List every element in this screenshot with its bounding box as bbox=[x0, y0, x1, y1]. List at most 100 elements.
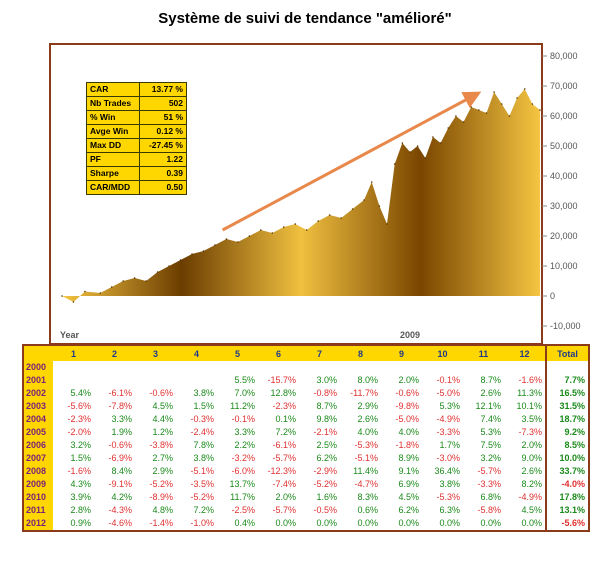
column-header: 12 bbox=[504, 345, 546, 361]
column-header: 5 bbox=[217, 345, 258, 361]
stats-row: % Win 51 % bbox=[86, 110, 187, 125]
month-cell: -1.6% bbox=[67, 466, 91, 476]
equity-point bbox=[401, 142, 404, 144]
month-cell: -0.6% bbox=[395, 388, 419, 398]
month-cell: -6.1% bbox=[272, 440, 296, 450]
stats-row: Nb Trades 502 bbox=[86, 96, 187, 111]
month-cell: -7.3% bbox=[518, 427, 542, 437]
stats-row: PF 1.22 bbox=[86, 152, 187, 167]
column-header: 11 bbox=[463, 345, 504, 361]
equity-point bbox=[340, 217, 342, 219]
month-cell: -1.0% bbox=[190, 518, 214, 528]
year-cell: 2007 bbox=[23, 452, 53, 465]
month-cell: -0.1% bbox=[231, 414, 255, 424]
equity-point bbox=[500, 103, 503, 105]
column-header: 8 bbox=[340, 345, 381, 361]
y-tick-label: -10,000 bbox=[550, 321, 581, 331]
column-header: 3 bbox=[135, 345, 176, 361]
total-cell: 33.7% bbox=[545, 465, 589, 478]
month-cell: 9.8% bbox=[316, 414, 337, 424]
month-cell: -8.9% bbox=[149, 492, 173, 502]
equity-point bbox=[179, 259, 182, 261]
table-row: 2010 3.9% 4.2% -8.9% -5.2% 11.7% 2.0% 1.6% 8.3% 4… bbox=[23, 491, 589, 504]
month-cell: 0.0% bbox=[275, 518, 296, 528]
month-cell: -4.9% bbox=[518, 492, 542, 502]
month-cell: -2.0% bbox=[67, 427, 91, 437]
total-cell bbox=[545, 361, 589, 374]
equity-point bbox=[485, 112, 488, 114]
month-cell: -3.3% bbox=[436, 427, 460, 437]
month-cell: -2.9% bbox=[313, 466, 337, 476]
month-cell: -5.2% bbox=[313, 479, 337, 489]
month-cell bbox=[135, 374, 176, 387]
month-cell: 4.0% bbox=[357, 427, 378, 437]
month-cell: 8.7% bbox=[480, 375, 501, 385]
month-cell: -9.8% bbox=[395, 401, 419, 411]
month-cell: 3.8% bbox=[439, 479, 460, 489]
month-cell: -6.9% bbox=[108, 453, 132, 463]
equity-point bbox=[516, 97, 518, 99]
stats-table: CAR 13.77 % Nb Trades 502% Win 51 % Avge Win 0… bbox=[86, 82, 187, 195]
total-cell: 31.5% bbox=[545, 400, 589, 413]
stats-row: Max DD -27.45 % bbox=[86, 138, 187, 153]
month-cell: -5.2% bbox=[149, 479, 173, 489]
total-cell: 8.5% bbox=[545, 439, 589, 452]
equity-point bbox=[99, 292, 102, 294]
equity-point bbox=[145, 280, 147, 282]
month-cell: 2.7% bbox=[152, 453, 173, 463]
equity-point bbox=[351, 208, 354, 210]
equity-point bbox=[168, 265, 170, 267]
y-tick-label: 20,000 bbox=[550, 231, 578, 241]
month-cell: 7.2% bbox=[193, 505, 214, 515]
column-header: 9 bbox=[381, 345, 422, 361]
month-cell bbox=[176, 361, 217, 374]
month-cell: -7.8% bbox=[108, 401, 132, 411]
month-cell: -7.4% bbox=[272, 479, 296, 489]
equity-point bbox=[202, 250, 205, 252]
month-cell: -9.1% bbox=[108, 479, 132, 489]
month-cell: 5.4% bbox=[70, 388, 91, 398]
month-cell: -5.7% bbox=[477, 466, 501, 476]
equity-point bbox=[122, 280, 124, 282]
equity-point bbox=[317, 220, 320, 222]
month-cell: -4.7% bbox=[354, 479, 378, 489]
month-cell: 7.0% bbox=[234, 388, 255, 398]
month-cell: 11.2% bbox=[230, 401, 255, 411]
total-cell: 18.7% bbox=[545, 413, 589, 426]
month-cell: 5.3% bbox=[439, 401, 460, 411]
month-cell: 3.3% bbox=[111, 414, 132, 424]
month-cell: 8.4% bbox=[111, 466, 132, 476]
monthly-returns-table: 1 2 3 4 5 6 7 8 9 10 11 12 Total 2000 2001 5.5% -15.7% 3… bbox=[22, 344, 590, 532]
month-cell: 0.1% bbox=[275, 414, 296, 424]
month-cell bbox=[381, 361, 422, 374]
month-cell: -0.5% bbox=[313, 505, 337, 515]
month-cell: 3.8% bbox=[193, 453, 214, 463]
month-cell: 0.0% bbox=[398, 518, 419, 528]
stat-label: CAR bbox=[86, 82, 140, 97]
equity-point bbox=[539, 109, 541, 111]
month-cell: 11.3% bbox=[517, 388, 542, 398]
equity-point bbox=[294, 223, 297, 225]
month-cell bbox=[258, 361, 299, 374]
month-cell: 12.1% bbox=[475, 401, 501, 411]
month-cell: 11.4% bbox=[353, 466, 378, 476]
month-cell: 2.0% bbox=[521, 440, 542, 450]
month-cell: -3.8% bbox=[149, 440, 173, 450]
year-cell: 2002 bbox=[23, 387, 53, 400]
month-cell: 4.5% bbox=[152, 401, 173, 411]
stat-value: 0.39 bbox=[139, 166, 187, 181]
month-cell bbox=[135, 361, 176, 374]
month-cell: 3.5% bbox=[521, 414, 542, 424]
table-row: 2008 -1.6% 8.4% 2.9% -5.1% -6.0% -12.3% -2.9% 11… bbox=[23, 465, 589, 478]
month-cell: 8.3% bbox=[357, 492, 378, 502]
equity-point bbox=[409, 151, 411, 153]
y-tick-label: 0 bbox=[550, 291, 555, 301]
month-cell: 13.7% bbox=[229, 479, 255, 489]
equity-point bbox=[531, 103, 534, 105]
equity-point bbox=[133, 277, 136, 279]
table-row: 2005 -2.0% 1.9% 1.2% -2.4% 3.3% 7.2% -2.1% 4.0% 4… bbox=[23, 426, 589, 439]
equity-point bbox=[248, 235, 251, 237]
month-cell: 4.2% bbox=[111, 492, 132, 502]
table-row: 2006 3.2% -0.6% -3.8% 7.8% 2.2% -6.1% 2.5% -5.3%… bbox=[23, 439, 589, 452]
equity-point bbox=[72, 301, 75, 303]
